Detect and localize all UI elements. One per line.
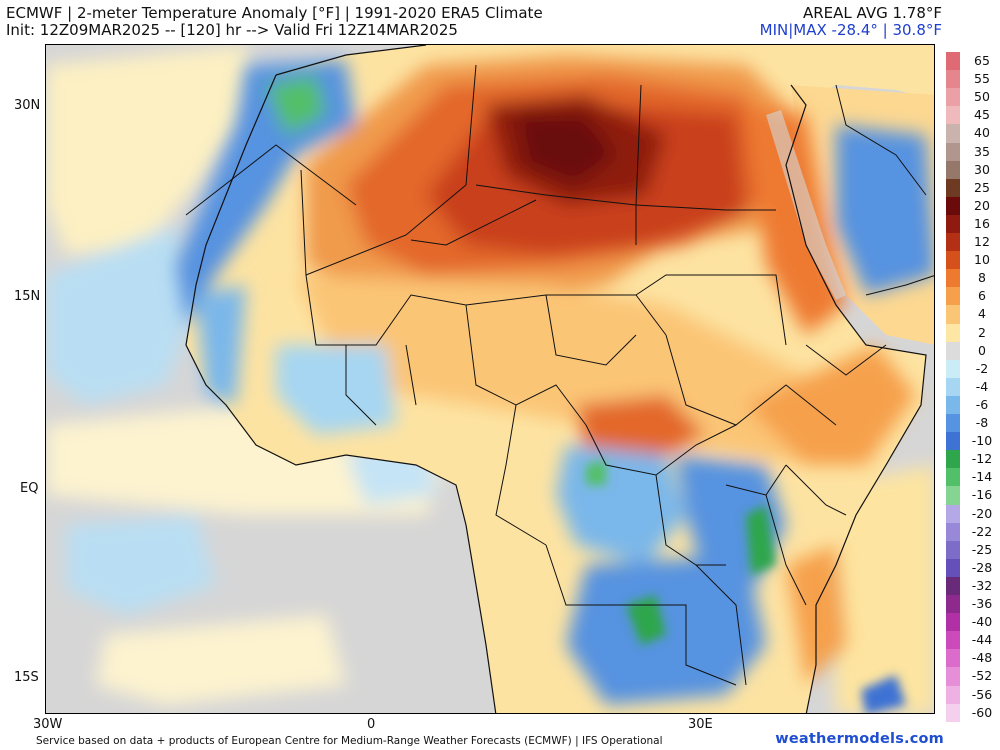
colorbar-swatch — [946, 414, 960, 433]
colorbar-label: -25 — [971, 541, 993, 557]
colorbar-label: -16 — [971, 487, 993, 503]
map-subtitle: Init: 12Z09MAR2025 -- [120] hr --> Valid… — [6, 21, 458, 39]
colorbar-label: 25 — [974, 179, 990, 195]
colorbar-label: -22 — [971, 523, 993, 539]
colorbar-swatch — [946, 486, 960, 505]
colorbar-label: -6 — [975, 396, 989, 412]
colorbar-label: 55 — [974, 71, 990, 87]
lon-label-30w: 30W — [33, 717, 63, 732]
colorbar-swatch — [946, 305, 960, 324]
lat-label-15n: 15N — [14, 289, 41, 304]
colorbar-label: 2 — [978, 324, 986, 340]
colorbar-swatch — [946, 703, 960, 723]
colorbar-swatch — [946, 540, 960, 560]
brand-link[interactable]: weathermodels.com — [775, 731, 944, 747]
colorbar-swatch — [946, 576, 960, 596]
colorbar-swatch — [946, 685, 960, 705]
colorbar-swatch — [946, 595, 960, 614]
colorbar-swatch — [946, 395, 960, 415]
colorbar-label: -52 — [971, 668, 993, 684]
colorbar-label: 0 — [978, 342, 986, 358]
colorbar-swatch — [946, 649, 960, 668]
colorbar-swatch — [946, 106, 960, 125]
colorbar-label: -2 — [975, 360, 989, 376]
colorbar-swatch — [946, 70, 960, 89]
colorbar-label: -32 — [971, 577, 993, 593]
colorbar-swatch — [946, 124, 960, 143]
lat-label-15s: 15S — [14, 670, 39, 685]
lon-label-0: 0 — [367, 717, 376, 732]
colorbar-label: 4 — [978, 306, 986, 322]
colorbar-label: -36 — [971, 596, 993, 611]
colorbar-swatch — [946, 52, 960, 71]
lat-label-eq: EQ — [20, 481, 39, 496]
red-sea — [766, 110, 846, 300]
colorbar-swatch — [946, 214, 960, 234]
country-borders — [185, 64, 934, 686]
footer-credit: Service based on data + products of Euro… — [36, 735, 663, 747]
map-graphic — [46, 45, 934, 713]
colorbar-label: 50 — [974, 89, 990, 105]
colorbar-label: 45 — [974, 107, 990, 123]
colorbar-swatch — [946, 323, 960, 343]
colorbar-label: 40 — [974, 125, 990, 141]
colorbar-swatch — [946, 504, 960, 524]
colorbar-swatch — [946, 468, 960, 487]
colorbar-label: 8 — [978, 270, 986, 286]
colorbar — [946, 52, 960, 723]
colorbar-label: 16 — [974, 215, 990, 231]
colorbar-label: -4 — [975, 378, 989, 394]
colorbar-label: -40 — [971, 614, 993, 630]
colorbar-swatch — [946, 269, 960, 288]
colorbar-swatch — [946, 613, 960, 632]
colorbar-swatch — [946, 631, 960, 650]
fine-anomaly-details — [586, 460, 906, 713]
lon-label-30e: 30E — [688, 717, 713, 732]
colorbar-swatch — [946, 178, 960, 198]
colorbar-label: -20 — [971, 505, 993, 521]
colorbar-label: 6 — [978, 288, 986, 304]
colorbar-swatch — [946, 233, 960, 252]
colorbar-swatch — [946, 558, 960, 578]
colorbar-label: 12 — [974, 234, 990, 249]
colorbar-swatch — [946, 160, 960, 180]
colorbar-label: -10 — [971, 433, 993, 449]
colorbar-label: 20 — [974, 197, 990, 213]
colorbar-label: -56 — [971, 686, 993, 702]
colorbar-swatch — [946, 377, 960, 397]
colorbar-label: 10 — [974, 252, 990, 268]
map-title: ECMWF | 2-meter Temperature Anomaly [°F]… — [6, 4, 543, 22]
colorbar-label: -48 — [971, 650, 993, 666]
colorbar-swatch — [946, 251, 960, 270]
colorbar-label: 30 — [974, 161, 990, 177]
colorbar-label: -8 — [975, 415, 989, 430]
colorbar-label: -28 — [971, 559, 993, 575]
min-max-readout: MIN|MAX -28.4° | 30.8°F — [759, 21, 942, 39]
colorbar-swatch — [946, 667, 960, 686]
colorbar-swatch — [946, 196, 960, 216]
colorbar-swatch — [946, 341, 960, 361]
colorbar-label: -44 — [971, 632, 993, 648]
colorbar-swatch — [946, 450, 960, 469]
colorbar-label: -14 — [971, 469, 993, 485]
colorbar-swatch — [946, 432, 960, 451]
colorbar-swatch — [946, 88, 960, 107]
colorbar-swatch — [946, 287, 960, 306]
colorbar-label: -12 — [971, 451, 993, 467]
lat-label-30n: 30N — [14, 98, 41, 113]
coastline — [185, 45, 927, 713]
colorbar-swatch — [946, 522, 960, 542]
colorbar-swatch — [946, 359, 960, 379]
colorbar-label: 35 — [974, 143, 990, 159]
colorbar-swatch — [946, 142, 960, 162]
areal-average: AREAL AVG 1.78°F — [802, 4, 942, 22]
colorbar-label: -60 — [971, 704, 993, 720]
anomaly-map[interactable] — [45, 44, 935, 714]
colorbar-label: 65 — [974, 53, 990, 68]
